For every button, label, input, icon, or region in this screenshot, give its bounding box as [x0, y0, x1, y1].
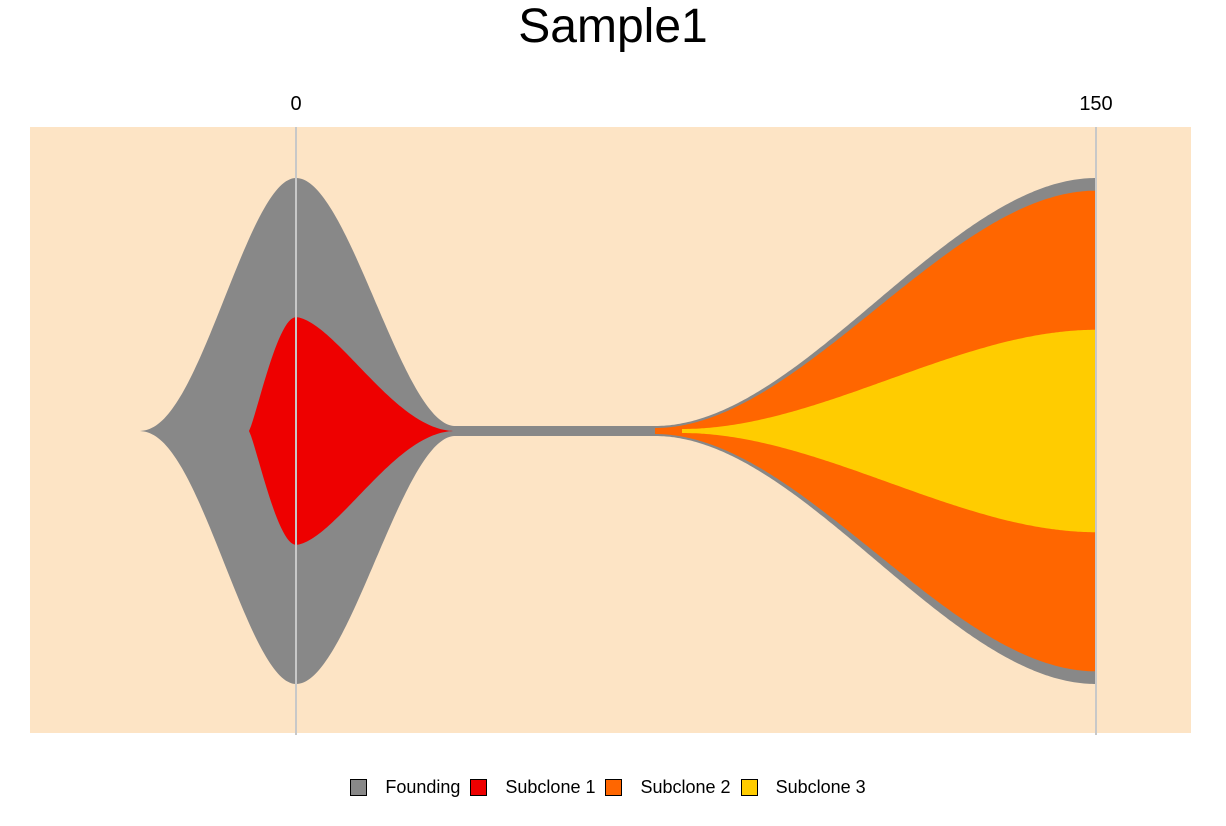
x-tick-label-0: 0: [290, 93, 302, 115]
chart-title: Sample1: [518, 0, 708, 53]
legend-item-founding: Founding: [350, 777, 460, 798]
legend-item-subclone-3: Subclone 3: [740, 776, 866, 798]
legend: Founding Subclone 1 Subclone 2 Subclone …: [0, 775, 1226, 799]
x-tick-label-150: 150: [1079, 93, 1113, 115]
clone-area-subclone-1: [249, 317, 455, 545]
legend-item-subclone-1: Subclone 1: [470, 777, 595, 798]
legend-swatch-subclone-2: [605, 778, 623, 796]
legend-label-subclone-2: Subclone 2: [640, 776, 731, 797]
legend-swatch-subclone-3: [740, 778, 758, 796]
clone-area-subclone-3: [682, 329, 1096, 533]
legend-swatch-subclone-1: [470, 778, 488, 796]
legend-label-subclone-1: Subclone 1: [505, 776, 596, 797]
legend-label-subclone-3: Subclone 3: [775, 776, 866, 797]
legend-item-subclone-2: Subclone 2: [605, 776, 731, 798]
legend-label-founding: Founding: [385, 776, 461, 797]
clone-area-founding: [138, 178, 1096, 684]
legend-swatch-founding: [350, 778, 368, 796]
